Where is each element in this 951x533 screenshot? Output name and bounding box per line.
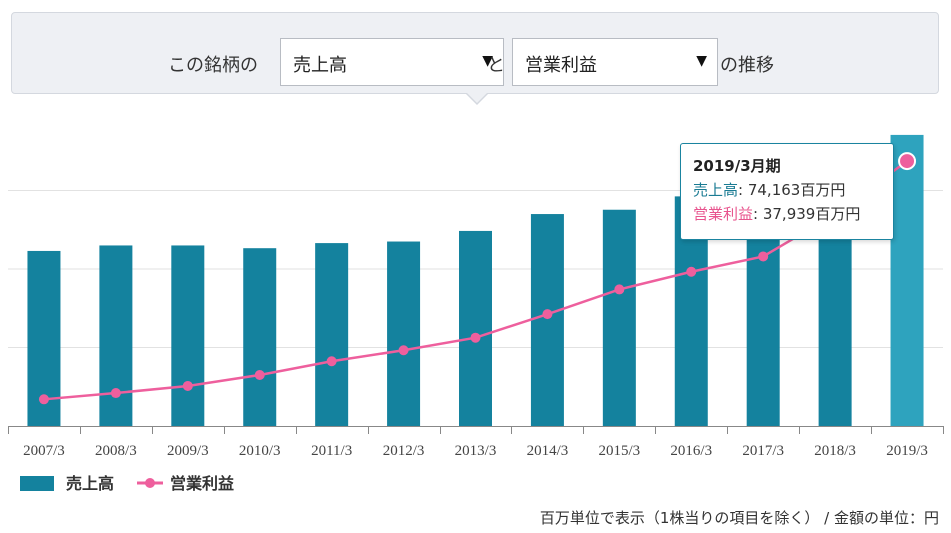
line-point-2013/3: [470, 332, 481, 343]
x-tick-label: 2012/3: [383, 443, 425, 459]
tooltip-series1-value: : 74,163百万円: [738, 181, 846, 199]
x-tick-label: 2018/3: [814, 443, 856, 459]
legend-bar-item[interactable]: 売上高: [20, 470, 114, 494]
tooltip-series1-label: 売上高: [693, 181, 739, 199]
metric2-value: 営業利益: [525, 55, 597, 76]
x-tick-label: 2019/3: [886, 443, 928, 459]
x-tick-label: 2017/3: [742, 443, 784, 459]
line-point-2010/3: [254, 369, 265, 380]
x-tick-label: 2013/3: [455, 443, 497, 459]
selector-connector: と: [487, 55, 505, 76]
legend-line-item[interactable]: 営業利益: [136, 470, 234, 494]
x-tick-label: 2015/3: [599, 443, 641, 459]
bar-2012/3: [387, 241, 421, 426]
legend-bar-label: 売上高: [66, 474, 115, 493]
line-point-2011/3: [326, 356, 337, 367]
legend-bar-swatch: [20, 476, 54, 491]
x-tick-label: 2011/3: [311, 443, 352, 459]
chevron-down-icon: ▼: [696, 53, 707, 69]
line-point-2007/3: [38, 394, 49, 405]
line-point-2016/3: [686, 266, 697, 277]
x-tick-label: 2009/3: [167, 443, 209, 459]
unit-footnote: 百万単位で表示（1株当りの項目を除く） / 金額の単位：円: [539, 509, 939, 527]
tooltip-series2-value: : 37,939百万円: [753, 205, 861, 223]
x-tick-label: 2010/3: [239, 443, 281, 459]
metric2-select[interactable]: 営業利益 ▼: [512, 38, 718, 86]
line-point-2012/3: [398, 345, 409, 356]
chevron-down-icon: ▼: [482, 53, 493, 69]
line-point-2015/3: [614, 284, 625, 295]
metric1-value: 売上高: [293, 55, 347, 76]
bar-2019/3: [890, 134, 924, 427]
line-point-2009/3: [182, 380, 193, 391]
x-tick-label: 2016/3: [670, 443, 712, 459]
x-tick-label: 2008/3: [95, 443, 137, 459]
metric1-select[interactable]: 売上高 ▼: [280, 38, 504, 86]
selector-suffix: の推移: [720, 55, 774, 76]
bar-2008/3: [99, 245, 133, 426]
tooltip-series2-label: 営業利益: [693, 205, 754, 223]
line-point-2017/3: [758, 251, 769, 262]
x-tick-label: 2014/3: [527, 443, 569, 459]
metric-selector-panel: この銘柄の 売上高 ▼ と 営業利益 ▼ の推移: [11, 12, 939, 94]
line-point-2019/3: [898, 152, 917, 171]
bar-2009/3: [171, 245, 205, 426]
bar-2010/3: [243, 248, 277, 426]
line-point-2014/3: [542, 309, 553, 320]
bar-2011/3: [315, 243, 349, 426]
legend-line-swatch: [137, 478, 163, 488]
x-tick-label: 2007/3: [23, 443, 65, 459]
tooltip-title: 2019/3月期: [693, 157, 781, 175]
chart-tooltip: 2019/3月期 売上高: 74,163百万円 営業利益: 37,939百万円: [680, 143, 894, 240]
bar-2014/3: [530, 214, 564, 426]
legend-line-label: 営業利益: [170, 474, 235, 493]
bar-2015/3: [602, 209, 636, 426]
bar-2013/3: [459, 230, 492, 426]
line-point-2008/3: [110, 388, 121, 399]
selector-prefix: この銘柄の: [168, 55, 258, 76]
